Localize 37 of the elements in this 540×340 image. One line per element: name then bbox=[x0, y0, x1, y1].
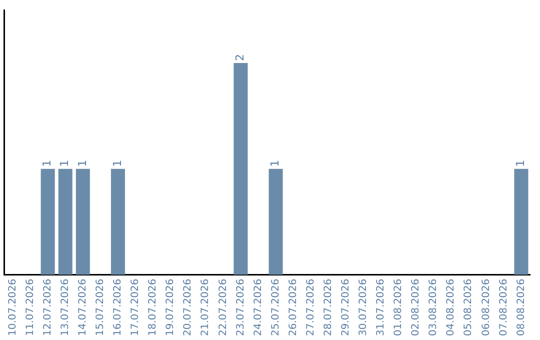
x-tick-label: 01.08.2026 bbox=[393, 278, 404, 336]
x-tick-label: 04.08.2026 bbox=[446, 278, 457, 336]
x-tick-label: 15.07.2026 bbox=[95, 278, 106, 336]
data-label: 1 bbox=[76, 160, 89, 167]
x-tick-label: 08.08.2026 bbox=[516, 278, 527, 336]
x-tick-label: 02.08.2026 bbox=[410, 278, 422, 336]
x-tick-label: 29.07.2026 bbox=[340, 278, 352, 336]
data-label: 1 bbox=[110, 160, 124, 167]
data-label: 1 bbox=[40, 160, 54, 167]
data-label: 1 bbox=[514, 160, 528, 167]
x-tick-label: 21.07.2026 bbox=[200, 278, 212, 336]
data-label: 1 bbox=[268, 160, 282, 167]
x-tick-label: 23.07.2026 bbox=[235, 278, 246, 336]
x-tick-label: 31.07.2026 bbox=[376, 278, 387, 336]
x-tick-label: 05.08.2026 bbox=[463, 278, 474, 336]
x-tick-label: 16.07.2026 bbox=[112, 278, 124, 336]
x-tick-label: 14.07.2026 bbox=[77, 278, 88, 336]
x-tick-label: 12.07.2026 bbox=[42, 278, 54, 336]
x-tick-label: 13.07.2026 bbox=[60, 278, 71, 336]
data-label: 1 bbox=[58, 160, 72, 167]
x-tick-label: 03.08.2026 bbox=[428, 278, 440, 336]
x-tick-label: 18.07.2026 bbox=[148, 278, 159, 336]
x-tick-label: 26.07.2026 bbox=[288, 278, 299, 336]
x-tick-label: 30.07.2026 bbox=[358, 278, 370, 336]
x-tick-label: 07.08.2026 bbox=[498, 278, 510, 336]
x-tick-label: 24.07.2026 bbox=[252, 278, 264, 336]
x-tick-label: 27.07.2026 bbox=[305, 278, 316, 336]
x-tick-label: 25.07.2026 bbox=[270, 278, 282, 336]
x-tick-label: 20.07.2026 bbox=[182, 278, 194, 336]
x-tick-label: 10.07.2026 bbox=[7, 278, 18, 336]
x-tick-label: 06.08.2026 bbox=[480, 278, 492, 336]
x-tick-label: 17.07.2026 bbox=[130, 278, 142, 336]
x-tick-label: 28.07.2026 bbox=[322, 278, 334, 336]
x-tick-label: 19.07.2026 bbox=[165, 278, 176, 336]
x-tick-label: 22.07.2026 bbox=[218, 278, 229, 336]
x-tick-label: 11.07.2026 bbox=[24, 278, 36, 336]
data-label: 2 bbox=[234, 54, 247, 61]
